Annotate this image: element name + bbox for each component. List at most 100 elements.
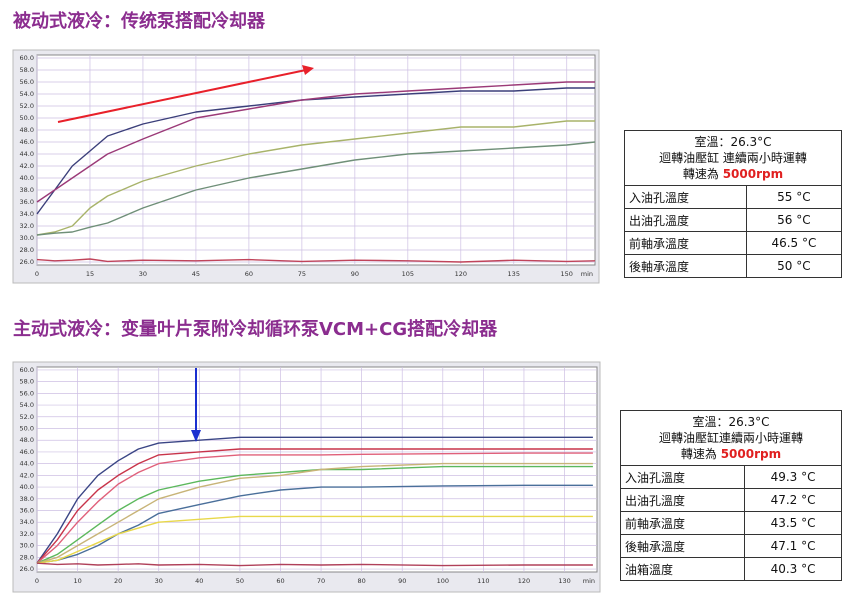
x-tick-label: 100 — [437, 577, 449, 585]
trend-arrow — [57, 69, 307, 123]
row-value: 47.1 °C — [744, 534, 842, 558]
x-tick-label: 80 — [357, 577, 365, 585]
row-value: 47.2 °C — [744, 488, 842, 512]
y-tick-label: 52.0 — [20, 413, 34, 421]
x-tick-label: 45 — [192, 270, 200, 278]
header-line: 室溫：26.3°C — [694, 135, 772, 149]
row-value: 49.3 °C — [744, 465, 842, 489]
y-tick-label: 38.0 — [20, 495, 34, 503]
row-value: 40.3 °C — [744, 557, 842, 581]
x-tick-label: 70 — [317, 577, 325, 585]
y-tick-label: 40.0 — [20, 483, 34, 491]
header-line: 轉速為 5000rpm — [629, 166, 837, 182]
x-tick-label: 60 — [276, 577, 284, 585]
y-tick-label: 50.0 — [20, 425, 34, 433]
series-line — [36, 436, 593, 564]
y-tick-label: 46.0 — [20, 138, 34, 146]
series-line — [36, 465, 593, 564]
x-axis-label: min — [581, 270, 593, 278]
x-tick-label: 30 — [155, 577, 163, 585]
y-tick-label: 58.0 — [20, 378, 34, 386]
row-label: 油箱溫度 — [619, 557, 746, 581]
y-tick-label: 26.0 — [20, 565, 34, 573]
speed-label: 轉速為 — [682, 167, 719, 181]
y-tick-label: 26.0 — [20, 258, 34, 266]
series-line — [36, 120, 595, 236]
y-tick-label: 36.0 — [20, 507, 34, 515]
header-line: 轉速為 5000rpm — [625, 446, 837, 462]
y-tick-label: 34.0 — [20, 210, 34, 218]
y-tick-label: 56.0 — [20, 78, 34, 86]
y-tick-label: 34.0 — [20, 518, 34, 526]
x-tick-label: 130 — [558, 577, 570, 585]
header-line: 迴轉油壓缸 連續兩小時運轉 — [659, 151, 807, 165]
row-label: 出油孔溫度 — [624, 208, 747, 232]
y-tick-label: 38.0 — [20, 186, 34, 194]
y-tick-label: 60.0 — [20, 366, 34, 374]
series-line — [36, 484, 593, 564]
series-line — [36, 452, 593, 564]
y-tick-label: 52.0 — [20, 102, 34, 110]
row-value: 56 °C — [745, 208, 843, 232]
series-line — [36, 448, 593, 564]
trend-arrow-head — [302, 65, 314, 75]
x-tick-label: 120 — [518, 577, 530, 585]
table-header: 室溫：26.3°C 迴轉油壓缸 連續兩小時運轉 轉速為 5000rpm — [624, 130, 842, 186]
x-tick-label: 90 — [351, 270, 359, 278]
x-tick-label: 90 — [398, 577, 406, 585]
series-line — [36, 515, 593, 564]
x-tick-label: 120 — [455, 270, 467, 278]
x-tick-label: 20 — [114, 577, 122, 585]
x-tick-label: 40 — [195, 577, 203, 585]
row-value: 43.5 °C — [744, 511, 842, 535]
y-tick-label: 44.0 — [20, 150, 34, 158]
speed-value: 5000rpm — [720, 447, 782, 461]
row-label: 出油孔溫度 — [619, 488, 746, 512]
y-tick-label: 60.0 — [20, 54, 34, 62]
y-tick-label: 42.0 — [20, 162, 34, 170]
row-label: 前軸承溫度 — [624, 231, 747, 255]
plots: 被动式液冷：传统泵搭配冷却器 26.0 28.0 30.0 32.0 34.0 36.0 38… — [12, 10, 601, 593]
y-tick-label: 46.0 — [20, 448, 34, 456]
series-line — [36, 562, 593, 567]
row-value: 50 °C — [745, 254, 843, 278]
y-tick-label: 36.0 — [20, 198, 34, 206]
series-line — [36, 258, 596, 263]
series-line — [36, 462, 593, 564]
header-line: 迴轉油壓缸連續兩小時運轉 — [658, 431, 803, 445]
x-tick-label: 75 — [298, 270, 306, 278]
x-tick-label: 135 — [508, 270, 520, 278]
header-line: 室溫：26.3°C — [692, 415, 770, 429]
marker-arrow-head — [191, 430, 201, 442]
y-tick-label: 48.0 — [20, 436, 34, 444]
y-tick-label: 32.0 — [20, 530, 34, 538]
x-tick-label: 150 — [561, 270, 573, 278]
x-tick-label: 10 — [73, 577, 81, 585]
table-header: 室溫：26.3°C 迴轉油壓缸連續兩小時運轉 轉速為 5000rpm — [620, 410, 842, 466]
x-tick-label: 60 — [245, 270, 253, 278]
chart-title: 被动式液冷：传统泵搭配冷却器 — [13, 10, 266, 32]
annotations — [57, 65, 314, 442]
x-tick-label: 15 — [86, 270, 94, 278]
row-label: 後軸承溫度 — [624, 254, 747, 278]
row-value: 55 °C — [745, 185, 843, 209]
y-tick-label: 30.0 — [20, 234, 34, 242]
y-tick-label: 54.0 — [20, 401, 34, 409]
x-axis-label: min — [583, 577, 595, 585]
row-label: 入油孔溫度 — [624, 185, 747, 209]
y-tick-label: 28.0 — [20, 553, 34, 561]
y-tick-label: 42.0 — [20, 471, 34, 479]
y-tick-label: 28.0 — [20, 246, 34, 254]
y-tick-label: 32.0 — [20, 222, 34, 230]
x-tick-label: 30 — [139, 270, 147, 278]
y-tick-label: 40.0 — [20, 174, 34, 182]
x-tick-label: 50 — [236, 577, 244, 585]
y-tick-label: 54.0 — [20, 90, 34, 98]
speed-value: 5000rpm — [722, 167, 784, 181]
chart-title: 主动式液冷：变量叶片泵附冷却循环泵VCM+CG搭配冷却器 — [13, 318, 498, 340]
y-tick-label: 56.0 — [20, 389, 34, 397]
y-tick-label: 48.0 — [20, 126, 34, 134]
x-tick-label: 110 — [477, 577, 489, 585]
series-line — [36, 87, 595, 215]
